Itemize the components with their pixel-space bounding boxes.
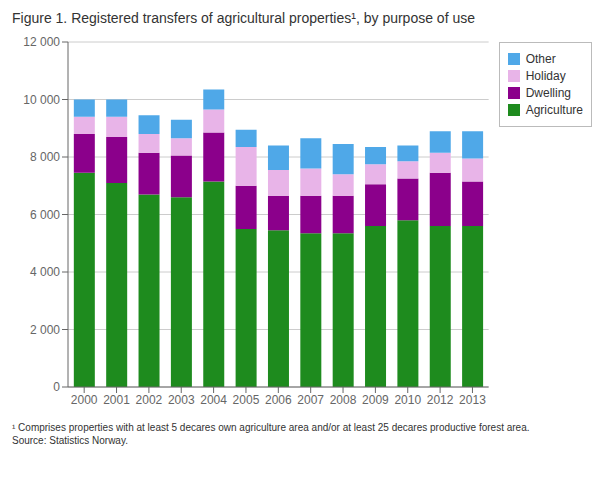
- svg-text:2004: 2004: [200, 393, 227, 407]
- html-text:Figure 1. Registered transfers: Figure 1. Registered transfers of agricu…: [12, 10, 475, 26]
- html-text:Other: Other: [525, 52, 556, 66]
- html-text:Agriculture: Agriculture: [525, 103, 583, 117]
- svg-text:2002: 2002: [136, 393, 163, 407]
- svg-text:2010: 2010: [394, 393, 421, 407]
- svg-text:2000: 2000: [71, 393, 98, 407]
- svg-text:2012: 2012: [427, 393, 454, 407]
- svg-text:6 000: 6 000: [30, 208, 60, 222]
- svg-text:8 000: 8 000: [30, 150, 60, 164]
- svg-text:4 000: 4 000: [30, 265, 60, 279]
- svg-text:12 000: 12 000: [23, 35, 60, 49]
- svg-text:2006: 2006: [265, 393, 292, 407]
- svg-text:2005: 2005: [233, 393, 260, 407]
- svg-text:10 000: 10 000: [23, 93, 60, 107]
- html-text:Holiday: Holiday: [525, 69, 566, 83]
- svg-text:2007: 2007: [297, 393, 324, 407]
- html-text:¹ Comprises properties with at: ¹ Comprises properties with at least 5 d…: [12, 422, 530, 433]
- svg-text:2009: 2009: [362, 393, 389, 407]
- html-text:Source: Statistics Norway.: Source: Statistics Norway.: [12, 435, 128, 446]
- svg-text:2001: 2001: [103, 393, 130, 407]
- html-text:Dwelling: Dwelling: [525, 86, 571, 100]
- svg-text:2013: 2013: [459, 393, 486, 407]
- svg-text:2008: 2008: [330, 393, 357, 407]
- svg-text:0: 0: [53, 380, 60, 394]
- svg-text:2 000: 2 000: [30, 323, 60, 337]
- svg-text:2003: 2003: [168, 393, 195, 407]
